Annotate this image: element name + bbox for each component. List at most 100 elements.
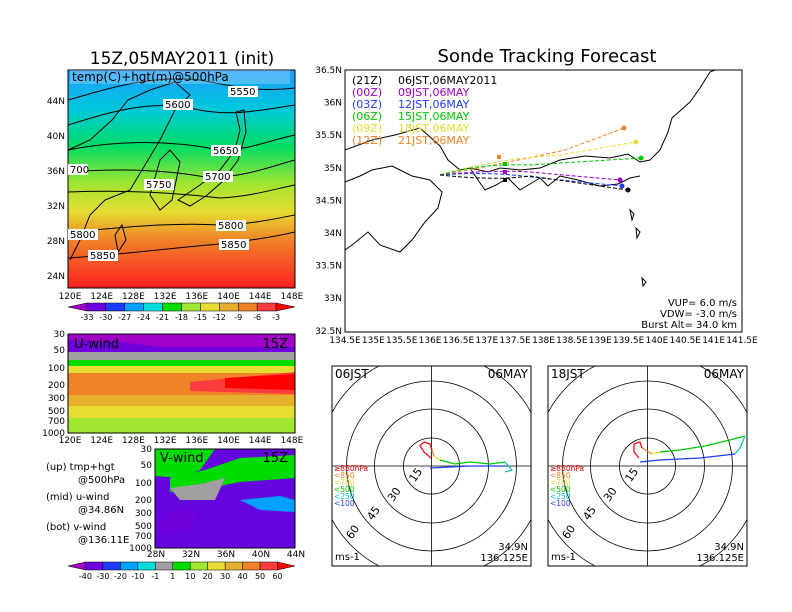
vwind-lat-tick: 44N: [287, 550, 305, 560]
vwind-lat-tick: 28N: [147, 550, 165, 560]
hodo-trace: [639, 453, 736, 463]
hodo-lon: 136.125E: [480, 553, 528, 564]
contour-label: 5650: [213, 146, 238, 157]
uwind-label: U-wind: [74, 337, 119, 352]
hodo-level: ≥850hPa: [334, 464, 368, 473]
vwind-lat-tick: 40N: [252, 550, 270, 560]
colorbar-swatch: [143, 302, 163, 312]
map-lat-ticks: 44N 40N 36N 32N 28N 24N: [47, 97, 65, 282]
tracking-params: VUP= 6.0 m/s VDW= -3.0 m/s Burst Alt= 34…: [641, 298, 737, 331]
hodo-trace: [431, 449, 435, 457]
hodo-unit: ms-1: [551, 552, 576, 563]
launch-code: (12Z): [352, 134, 382, 147]
burst-text: Burst Alt= 34.0 km: [641, 320, 737, 331]
uwind-p-tick: 300: [48, 394, 65, 404]
map-lon-ticks: 120E 124E 128E 132E 136E 140E 144E 148E: [59, 292, 304, 302]
track-lat-tick: 36.5N: [315, 66, 342, 76]
vdw-text: VDW= -3.0 m/s: [660, 309, 737, 320]
vwind-p-tick: 500: [135, 522, 152, 532]
contour-label: 5850: [221, 240, 246, 251]
note-line: (up) tmp+hgt: [46, 462, 115, 473]
colorbar-swatch: [259, 561, 278, 571]
hodo-ring: [346, 380, 517, 552]
colorbar-tick: -9: [234, 313, 242, 322]
hodo-ring: [562, 380, 733, 552]
vwind-lat-tick: 32N: [182, 550, 200, 560]
launch-code: (06Z): [352, 110, 382, 123]
note-line: (mid) u-wind: [46, 492, 109, 503]
track-lat-tick: 34N: [324, 229, 342, 239]
colorbar-tick: -27: [118, 313, 131, 322]
note-line: @500hPa: [78, 475, 125, 486]
colorbar-tick: -15: [194, 313, 207, 322]
track-lon-tick: 137E: [475, 336, 498, 346]
hodo-ring: [590, 408, 705, 524]
hodo-trace: [641, 447, 653, 455]
track-lat-tick: 35.5N: [315, 131, 342, 141]
note-line: @136.11E: [78, 535, 129, 546]
hodo-ring-label: 15: [623, 466, 642, 485]
launch-code: (09Z): [352, 122, 382, 135]
track-lon-tick: 139E: [589, 336, 612, 346]
tracking-title: Sonde Tracking Forecast: [438, 46, 657, 67]
contour-labels: 5550 5600 5650 5700 5750 5800 5850 700 5…: [68, 86, 258, 262]
map-lat-tick: 32N: [47, 202, 65, 212]
colorbar-tick: 40: [238, 572, 248, 581]
contour-label: 700: [70, 165, 89, 176]
colorbar-tick: 1: [170, 572, 175, 581]
colorbar-swatch: [137, 561, 156, 571]
map-lon-tick: 148E: [280, 292, 303, 302]
colorbar-swatch: [200, 302, 220, 312]
hodo-level: <100: [550, 499, 571, 508]
colorbar-swatch: [277, 561, 296, 571]
hodo-date: 06MAY: [488, 367, 529, 381]
uwind-p-tick: 100: [48, 364, 65, 374]
contour-label: 5550: [230, 87, 255, 98]
track-lon-tick: 134.5E: [329, 336, 361, 346]
hodo-level: <100: [334, 499, 355, 508]
hodo-level: <500: [334, 485, 355, 494]
temp-colorbar: -33 -30 -27 -24 -21 -18 -15 -12 -9 -6 -3: [67, 302, 296, 322]
hodo-level: <700: [550, 478, 571, 487]
vwind-p-tick: 700: [135, 532, 152, 542]
track-lat-tick: 32.5N: [315, 327, 342, 337]
uwind-section: [68, 334, 295, 433]
hodo-ring-label: 15: [407, 466, 426, 485]
vwind-p-tick: 30: [141, 445, 153, 455]
hodo-lon: 136.125E: [696, 553, 744, 564]
vwind-label: V-wind: [160, 451, 204, 466]
hodo-time: 18JST: [551, 367, 585, 381]
colorbar-swatch: [181, 302, 201, 312]
note-line: (bot) v-wind: [46, 522, 106, 533]
launch-time: 15JST,06MAY: [398, 110, 470, 123]
colorbar-swatch: [86, 302, 107, 312]
hodo-level: ≥850hPa: [550, 464, 584, 473]
launch-code: (03Z): [352, 98, 382, 111]
colorbar-tick: -1: [151, 572, 159, 581]
track-lon-tick: 136.5E: [443, 336, 475, 346]
map-lon-tick: 132E: [154, 292, 177, 302]
hodo-level: <250: [550, 492, 571, 501]
colorbar-tick: 60: [272, 572, 282, 581]
contour-label: 5600: [165, 100, 190, 111]
hodo-trace: [419, 441, 433, 459]
colorbar-swatch: [85, 561, 104, 571]
colorbar-tick: 50: [255, 572, 265, 581]
note-line: @34.86N: [78, 505, 124, 516]
uwind-p-tick: 500: [48, 407, 65, 417]
hodo-trace: [433, 455, 441, 461]
track-lat-tick: 35N: [324, 164, 342, 174]
map-lon-tick: 136E: [185, 292, 208, 302]
track-lon-tick: 141E: [702, 336, 725, 346]
hodo-trace: [504, 461, 514, 473]
hodo-ring-label: 60: [560, 523, 579, 542]
map-lat-tick: 28N: [47, 237, 65, 247]
hodo-ring-label: 45: [364, 504, 383, 523]
colorbar-swatch: [162, 302, 182, 312]
launch-time: 09JST,06MAY: [398, 86, 470, 99]
tracking-lon-ticks: 134.5E 135E 135.5E 136E 136.5E 137E 137.5E 138E…: [329, 336, 758, 346]
track-lon-tick: 136E: [419, 336, 442, 346]
colorbar-swatch: [67, 561, 86, 571]
